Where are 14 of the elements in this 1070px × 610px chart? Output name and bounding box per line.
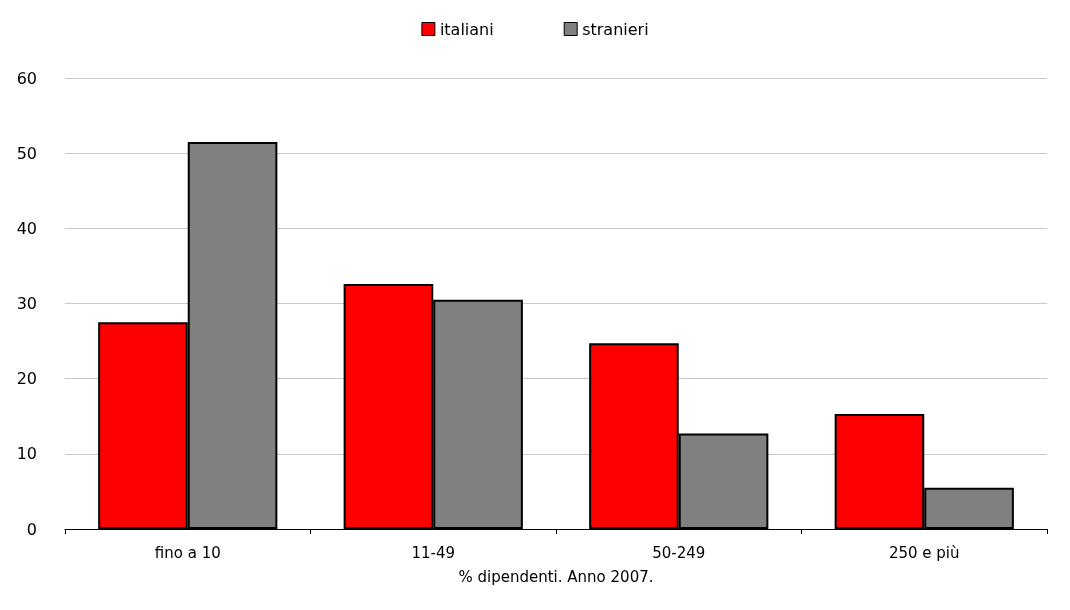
y-tick-label: 10: [16, 444, 37, 464]
y-tick-label: 0: [26, 519, 37, 539]
y-tick-label: 30: [16, 294, 37, 313]
legend-label: stranieri: [582, 19, 649, 39]
x-tick-label: 50-249: [652, 543, 706, 562]
x-tick-label: 250 e più: [888, 543, 960, 562]
y-tick-label: 20: [16, 369, 37, 389]
x-tick-label: fino a 10: [154, 543, 221, 562]
y-tick-label: 50: [16, 143, 37, 163]
legend-label: italiani: [439, 19, 494, 39]
x-axis-title: % dipendenti. Anno 2007.: [458, 567, 654, 586]
x-tick-label: 11-49: [411, 543, 456, 562]
y-tick-label: 40: [16, 218, 37, 238]
y-tick-label: 60: [16, 68, 37, 88]
